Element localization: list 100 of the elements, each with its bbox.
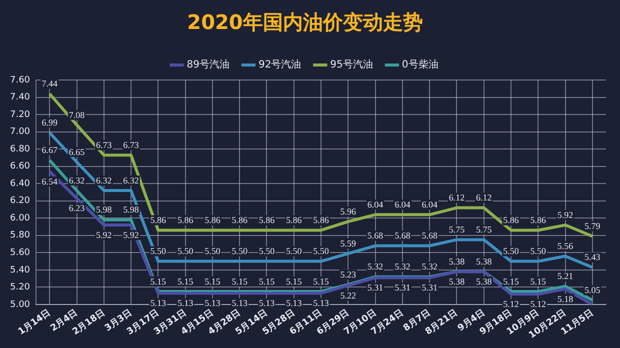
data-label: 6.12 <box>448 192 465 203</box>
data-label: 6.04 <box>394 200 411 210</box>
data-label: 5.79 <box>584 221 601 232</box>
data-label: 5.15 <box>530 276 547 286</box>
legend-label: 95号汽油 <box>330 58 373 71</box>
data-label: 5.50 <box>232 246 248 256</box>
data-label: 5.13 <box>204 298 221 308</box>
data-label: 5.68 <box>394 230 411 241</box>
y-tick-label: 7.60 <box>10 75 30 86</box>
y-tick-label: 7.00 <box>10 127 30 138</box>
chart-title: 2020年国内油价变动走势 <box>187 10 423 34</box>
data-label: 7.08 <box>68 110 86 120</box>
data-label: 5.12 <box>503 298 519 309</box>
data-label: 5.86 <box>150 215 167 226</box>
data-label: 5.15 <box>503 276 520 286</box>
data-label: 5.05 <box>584 285 601 296</box>
y-tick-label: 6.40 <box>10 178 30 189</box>
data-label: 5.15 <box>313 276 330 286</box>
data-label: 5.12 <box>530 298 546 309</box>
data-label: 6.73 <box>96 140 112 150</box>
data-label: 5.98 <box>123 204 140 215</box>
data-label: 5.15 <box>258 276 276 286</box>
data-label: 5.98 <box>96 204 112 215</box>
data-label: 5.15 <box>286 276 302 286</box>
data-label: 5.32 <box>394 262 410 272</box>
data-label: 5.86 <box>204 215 221 226</box>
data-label: 5.86 <box>232 215 248 226</box>
data-label: 5.31 <box>422 282 438 293</box>
data-label: 5.50 <box>530 246 547 256</box>
data-label: 6.04 <box>422 200 438 210</box>
data-label: 6.32 <box>68 175 85 186</box>
data-label: 6.32 <box>96 175 112 186</box>
data-label: 6.67 <box>42 145 58 156</box>
legend-label: 92号汽油 <box>258 58 302 71</box>
data-label: 5.86 <box>503 215 520 226</box>
data-label: 5.59 <box>340 238 357 248</box>
data-label: 5.18 <box>557 294 574 304</box>
data-label: 5.43 <box>584 252 601 262</box>
data-label: 5.50 <box>313 246 330 256</box>
legend-label: 0号柴油 <box>402 58 438 71</box>
y-tick-label: 6.60 <box>10 162 30 172</box>
data-label: 5.15 <box>204 276 221 286</box>
data-label: 5.15 <box>177 276 194 286</box>
data-label: 5.22 <box>340 290 356 300</box>
data-label: 5.86 <box>530 215 547 226</box>
data-label: 5.15 <box>150 276 167 286</box>
data-label: 5.75 <box>448 224 466 235</box>
data-label: 5.38 <box>476 276 492 287</box>
y-tick-label: 5.60 <box>10 248 30 258</box>
data-label: 5.50 <box>286 246 302 256</box>
y-tick-label: 5.00 <box>10 300 30 310</box>
data-label: 5.50 <box>204 246 221 256</box>
y-tick-label: 6.00 <box>10 213 30 224</box>
data-label: 5.50 <box>258 246 276 256</box>
data-label: 5.13 <box>150 298 167 308</box>
data-label: 5.15 <box>232 276 248 286</box>
data-label: 5.86 <box>313 215 330 226</box>
data-label: 5.13 <box>232 298 248 308</box>
data-label: 5.23 <box>340 269 357 280</box>
data-label: 5.96 <box>340 206 357 216</box>
data-label: 5.92 <box>557 210 574 220</box>
data-label: 5.21 <box>557 271 574 282</box>
data-label: 5.92 <box>96 230 112 240</box>
data-label: 5.68 <box>367 230 384 241</box>
data-label: 5.50 <box>150 246 167 256</box>
data-label: 6.32 <box>123 175 139 186</box>
data-label: 5.13 <box>177 298 194 308</box>
data-label: 5.13 <box>286 298 302 308</box>
legend-label: 89号汽油 <box>186 58 230 71</box>
data-label: 5.50 <box>177 246 194 256</box>
data-label: 6.65 <box>68 146 86 157</box>
data-label: 6.54 <box>42 176 58 186</box>
data-label: 5.38 <box>476 256 492 267</box>
y-tick-label: 7.20 <box>10 110 30 120</box>
data-label: 6.12 <box>476 192 492 203</box>
data-label: 5.31 <box>367 282 384 293</box>
data-label: 5.31 <box>394 282 410 293</box>
data-label: 5.13 <box>258 298 276 308</box>
data-label: 5.86 <box>258 215 276 226</box>
data-label: 5.68 <box>422 230 438 241</box>
data-label: 5.38 <box>448 256 466 267</box>
y-tick-label: 5.40 <box>10 265 30 276</box>
data-label: 6.73 <box>123 140 140 150</box>
data-label: 5.50 <box>503 246 520 256</box>
data-label: 5.86 <box>177 215 194 226</box>
data-label: 5.38 <box>448 276 466 287</box>
y-tick-label: 6.20 <box>10 196 30 206</box>
data-label: 5.75 <box>476 224 492 235</box>
data-label: 5.92 <box>123 230 139 240</box>
data-label: 7.44 <box>42 78 58 89</box>
data-label: 6.04 <box>367 200 384 210</box>
y-tick-label: 5.20 <box>10 282 30 293</box>
data-label: 5.86 <box>286 215 302 226</box>
data-label: 5.32 <box>422 262 438 272</box>
data-label: 5.32 <box>367 262 384 272</box>
y-tick-label: 5.80 <box>10 230 30 241</box>
data-label: 5.13 <box>313 298 330 308</box>
data-label: 5.56 <box>557 240 574 251</box>
data-label: 6.99 <box>42 118 58 128</box>
data-label: 6.23 <box>68 203 86 214</box>
